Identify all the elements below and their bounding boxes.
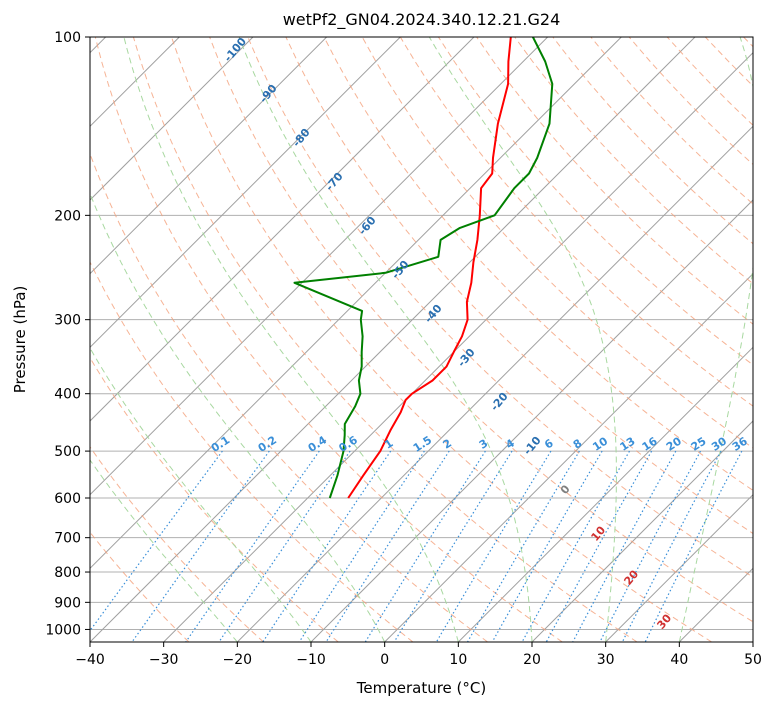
y-tick-label: 700 [54,531,81,547]
dry-adiabat [476,37,753,325]
isotherm-line [90,37,622,570]
dry-adiabat [323,37,753,491]
axes: −40 −30 −20 −10 0 10 20 30 40 50 100 200 300 400 500 60… [45,30,762,668]
moist-adiabat [123,37,459,642]
y-tick-label: 900 [54,595,81,611]
profile-line [293,37,554,499]
mixing-ratio-lines [90,450,743,642]
dry-adiabat [90,260,414,642]
plot-grid [90,37,753,642]
dry-adiabat [90,356,339,642]
dry-adiabat [171,37,712,642]
x-axis-label: Temperature (°C) [356,679,486,697]
mixing-ratio-line [218,450,351,642]
x-tick-label: 30 [597,652,615,668]
x-tick-label: −10 [296,652,326,668]
moist-adiabat [90,347,312,642]
dry-adiabat [132,37,638,642]
y-tick-label: 500 [54,444,81,460]
isotherm-line [90,37,549,496]
isotherm-line [90,37,401,349]
isotherm-line [236,125,753,642]
isotherm-line [457,346,753,642]
x-tick-label: −40 [75,652,105,668]
isotherm-line [90,37,328,275]
x-tick-label: 0 [380,652,389,668]
mixing-ratio-line [491,450,603,642]
mixing-ratio-line [545,450,653,642]
dry-adiabat [514,37,753,285]
y-tick-label: 600 [54,491,81,507]
x-tick-label: 50 [744,652,762,668]
isotherm-line [384,272,753,642]
y-axis-label: Pressure (hPa) [11,286,29,394]
profile-lines [293,37,554,499]
isotherm-line [531,420,753,642]
dry-adiabat [209,37,753,623]
chart-title: wetPf2_GN04.2024.340.12.21.G24 [283,10,561,30]
isotherm-line [90,37,254,201]
mixing-ratio-line [621,450,722,642]
isotherm-line [163,51,753,642]
isotherm-line [90,37,475,422]
mixing-ratio-line [572,450,677,642]
mixing-ratio-line [599,450,702,642]
mixing-ratio-line [393,450,513,642]
adiabat-lines [90,37,753,642]
moist-adiabat [90,459,238,642]
y-tick-label: 300 [54,313,81,329]
y-tick-label: 1000 [45,622,81,638]
isotherm-line [90,37,696,642]
mixing-ratio-line [262,450,392,642]
dry-adiabat [94,37,563,642]
y-tick-label: 400 [54,387,81,403]
mixing-ratio-line [298,450,425,642]
dry-adiabat [247,37,753,578]
y-tick-label: 200 [54,208,81,224]
dry-adiabat [90,446,264,642]
y-tick-label: 100 [54,30,81,46]
moist-adiabat [90,192,386,642]
plot-frame [89,36,754,643]
mixing-ratio-line [185,450,320,642]
x-tick-label: −30 [149,652,179,668]
x-tick-label: −20 [223,652,253,668]
moist-adiabat [238,37,533,642]
x-tick-label: 20 [523,652,541,668]
profile-line [347,37,512,499]
y-tick-label: 800 [54,565,81,581]
mixing-ratio-line [90,450,223,632]
isotherm-line [605,493,753,642]
x-tick-label: 10 [449,652,467,668]
moist-adiabat [678,37,753,642]
mixing-ratio-line [131,450,270,642]
mixing-ratio-line [644,450,743,642]
dry-adiabat [285,37,753,535]
x-tick-label: 40 [670,652,688,668]
moist-adiabat [428,37,617,642]
mixing-ratio-line [521,450,631,642]
